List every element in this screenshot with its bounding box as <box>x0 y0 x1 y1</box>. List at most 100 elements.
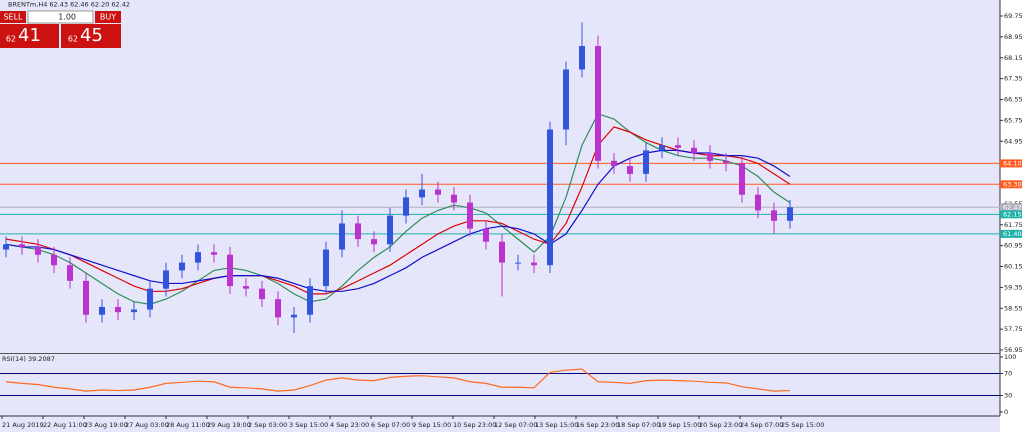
time-label: 18 Sep 07:00 <box>617 421 660 429</box>
y-tick-label: 57.75 <box>1004 325 1023 333</box>
y-tick-label: 66.55 <box>1004 96 1023 104</box>
candle-body <box>99 306 105 315</box>
y-tick-label: 65.75 <box>1004 116 1023 124</box>
rsi-tick-label: 100 <box>1004 353 1016 361</box>
candle-body <box>291 314 297 318</box>
ask-big: 62 <box>68 35 78 44</box>
y-tick-label: 67.35 <box>1004 75 1023 83</box>
candle-body <box>339 223 345 250</box>
rsi-tick-label: 30 <box>1004 392 1012 400</box>
level-label-box <box>1000 180 1022 189</box>
y-tick-label: 69.75 <box>1004 12 1023 20</box>
rsi-line <box>5 368 791 392</box>
time-label: 29 Aug 19:00 <box>207 421 251 429</box>
candle-body <box>643 150 649 174</box>
time-label: 2 Sep 03:00 <box>248 421 287 429</box>
y-tick-label: 61.75 <box>1004 221 1023 229</box>
bid-box[interactable] <box>0 24 59 48</box>
candle-body <box>515 262 521 264</box>
time-label: 27 Aug 03:00 <box>125 421 169 429</box>
symbol-header: BRENTm,H4 62.43 62.46 62.20 62.42 <box>8 1 130 9</box>
candle-body <box>227 254 233 287</box>
y-tick-label: 58.55 <box>1004 304 1023 312</box>
candle-body <box>531 262 537 266</box>
candle-body <box>307 286 313 315</box>
candle-body <box>211 252 217 255</box>
y-tick-label: 60.95 <box>1004 242 1023 250</box>
time-label: 22 Aug 11:00 <box>43 421 87 429</box>
level-label-box <box>1000 159 1022 168</box>
moving-average <box>5 149 791 292</box>
time-label: 10 Sep 23:00 <box>453 421 496 429</box>
rsi-title: RSI(14) 39.2087 <box>2 355 55 363</box>
candle-body <box>611 160 617 167</box>
candle-body <box>195 252 201 263</box>
moving-average <box>5 126 791 295</box>
candle-body <box>691 147 697 153</box>
lot-value: 1.00 <box>58 13 76 22</box>
candle-body <box>323 249 329 287</box>
candle-body <box>3 244 9 250</box>
candle-body <box>243 286 249 289</box>
ask-box[interactable] <box>61 24 121 48</box>
lot-input[interactable] <box>27 10 94 24</box>
time-label: 16 Sep 23:00 <box>576 421 619 429</box>
time-label: 6 Sep 07:00 <box>371 421 410 429</box>
candle-body <box>659 145 665 151</box>
time-label: 28 Aug 11:00 <box>166 421 210 429</box>
rsi-tick-label: 70 <box>1004 370 1012 378</box>
time-label: 21 Aug 2019 <box>2 421 44 429</box>
candle-body <box>451 194 457 203</box>
level-label-box <box>1000 210 1022 219</box>
candle-body <box>67 265 73 281</box>
time-label: 20 Sep 23:00 <box>699 421 742 429</box>
candle-body <box>723 160 729 164</box>
time-label: 12 Sep 07:00 <box>494 421 537 429</box>
rsi-tick-label: 0 <box>1004 408 1008 416</box>
candle-body <box>499 241 505 263</box>
candle-body <box>19 244 25 247</box>
candle-body <box>147 288 153 310</box>
candle-body <box>627 166 633 174</box>
time-label: 25 Sep 15:00 <box>781 421 824 429</box>
candle-body <box>259 288 265 300</box>
time-label: 19 Sep 15:00 <box>658 421 701 429</box>
candle-body <box>115 306 121 313</box>
time-label: 13 Sep 15:00 <box>535 421 578 429</box>
candle-body <box>355 223 361 240</box>
level-label-box <box>1000 229 1022 238</box>
candle-body <box>707 152 713 161</box>
y-tick-label: 68.15 <box>1004 54 1023 62</box>
candle-body <box>467 202 473 229</box>
level-label: 61.40 <box>1003 230 1022 238</box>
candle-body <box>275 299 281 318</box>
candle-body <box>595 46 601 161</box>
candle-body <box>787 207 793 221</box>
level-label: 63.30 <box>1003 180 1022 188</box>
candle-body <box>547 129 553 266</box>
trade-panel: SELL 1.00 BUY 62 41 62 45 <box>0 10 121 48</box>
y-tick-label: 68.95 <box>1004 33 1023 41</box>
sell-button[interactable] <box>0 11 26 23</box>
candle-body <box>419 189 425 198</box>
candle-body <box>739 163 745 195</box>
level-label: 62.42 <box>1003 203 1022 211</box>
candle-body <box>579 46 585 70</box>
time-label: 24 Sep 07:00 <box>740 421 783 429</box>
candle-body <box>563 69 569 130</box>
y-tick-label: 59.35 <box>1004 283 1023 291</box>
time-label: 23 Aug 19:00 <box>84 421 128 429</box>
candle-body <box>131 309 137 313</box>
candle-body <box>163 270 169 289</box>
candle-body <box>387 215 393 245</box>
ask-small: 45 <box>80 25 103 46</box>
y-tick-label: 64.95 <box>1004 137 1023 145</box>
candle-body <box>755 194 761 211</box>
y-tick-label: 60.15 <box>1004 263 1023 271</box>
candle-body <box>83 280 89 315</box>
candle-body <box>483 228 489 242</box>
buy-button[interactable] <box>95 11 121 23</box>
candle-body <box>51 254 57 266</box>
